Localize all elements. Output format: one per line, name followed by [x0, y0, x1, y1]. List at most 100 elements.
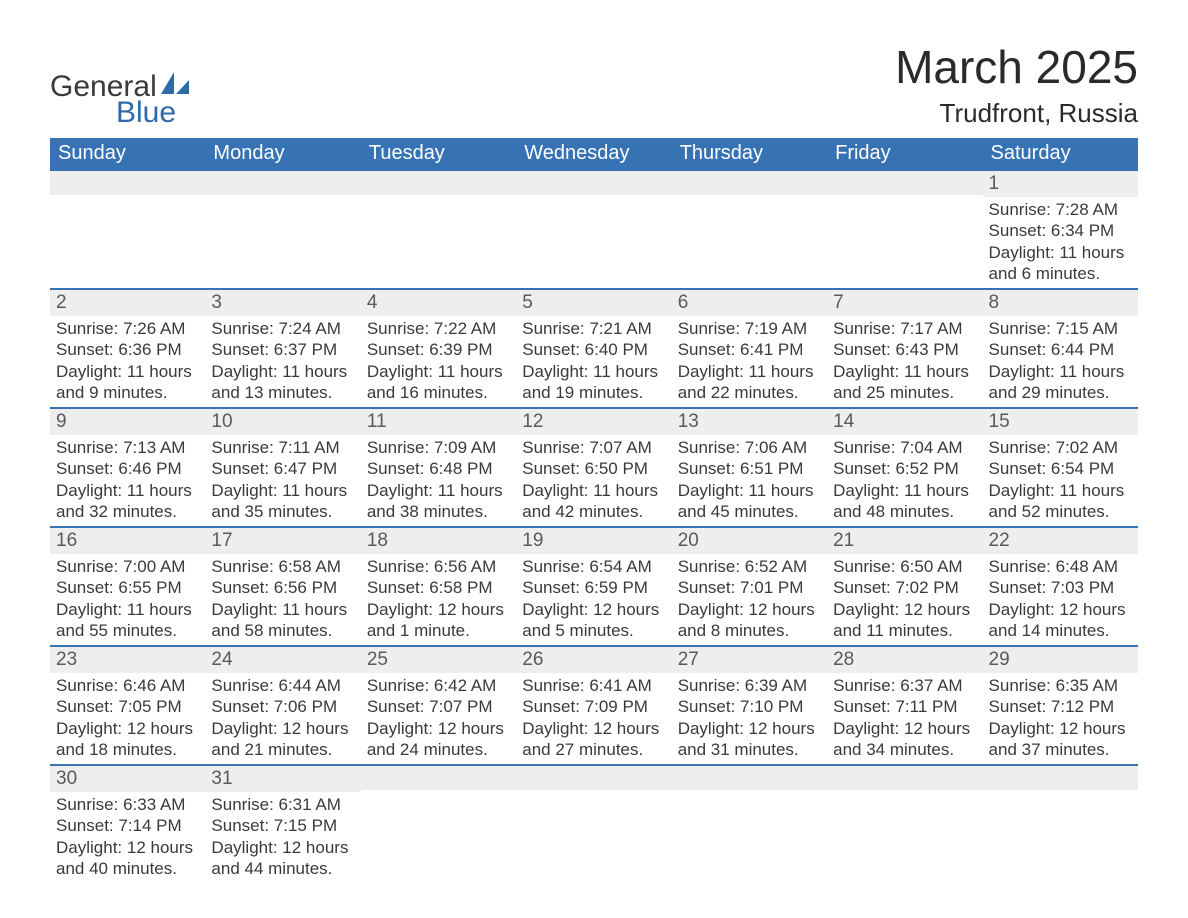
sunset-line: Sunset: 7:12 PM	[989, 696, 1132, 717]
sunset-line: Sunset: 6:52 PM	[833, 458, 976, 479]
day-cell	[827, 765, 982, 883]
day-number: 6	[672, 290, 827, 316]
sunrise-line: Sunrise: 6:56 AM	[367, 556, 510, 577]
day-number: 23	[50, 647, 205, 673]
daylight-line: and 35 minutes.	[211, 501, 354, 522]
daylight-line: and 25 minutes.	[833, 382, 976, 403]
day-body: Sunrise: 7:07 AMSunset: 6:50 PMDaylight:…	[516, 435, 671, 526]
col-thursday: Thursday	[672, 138, 827, 171]
day-cell: 18Sunrise: 6:56 AMSunset: 6:58 PMDayligh…	[361, 527, 516, 646]
day-cell: 20Sunrise: 6:52 AMSunset: 7:01 PMDayligh…	[672, 527, 827, 646]
daylight-line: Daylight: 11 hours	[522, 480, 665, 501]
day-number: 22	[983, 528, 1138, 554]
week-row: 2Sunrise: 7:26 AMSunset: 6:36 PMDaylight…	[50, 289, 1138, 408]
sunrise-line: Sunrise: 7:04 AM	[833, 437, 976, 458]
daylight-line: Daylight: 11 hours	[211, 599, 354, 620]
sunset-line: Sunset: 7:11 PM	[833, 696, 976, 717]
daylight-line: Daylight: 12 hours	[678, 599, 821, 620]
day-number: 20	[672, 528, 827, 554]
day-cell: 7Sunrise: 7:17 AMSunset: 6:43 PMDaylight…	[827, 289, 982, 408]
day-body: Sunrise: 6:46 AMSunset: 7:05 PMDaylight:…	[50, 673, 205, 764]
daylight-line: and 31 minutes.	[678, 739, 821, 760]
col-friday: Friday	[827, 138, 982, 171]
sunrise-line: Sunrise: 6:48 AM	[989, 556, 1132, 577]
day-number: 26	[516, 647, 671, 673]
daylight-line: and 32 minutes.	[56, 501, 199, 522]
sunrise-line: Sunrise: 6:41 AM	[522, 675, 665, 696]
daylight-line: Daylight: 12 hours	[211, 837, 354, 858]
daylight-line: and 5 minutes.	[522, 620, 665, 641]
col-saturday: Saturday	[983, 138, 1138, 171]
sunset-line: Sunset: 7:09 PM	[522, 696, 665, 717]
sunrise-line: Sunrise: 6:39 AM	[678, 675, 821, 696]
day-number	[672, 171, 827, 195]
daylight-line: Daylight: 11 hours	[833, 480, 976, 501]
sunset-line: Sunset: 6:47 PM	[211, 458, 354, 479]
day-body: Sunrise: 7:26 AMSunset: 6:36 PMDaylight:…	[50, 316, 205, 407]
daylight-line: Daylight: 11 hours	[833, 361, 976, 382]
day-body: Sunrise: 6:44 AMSunset: 7:06 PMDaylight:…	[205, 673, 360, 764]
day-body: Sunrise: 6:54 AMSunset: 6:59 PMDaylight:…	[516, 554, 671, 645]
day-number	[205, 171, 360, 195]
daylight-line: Daylight: 11 hours	[678, 480, 821, 501]
sunset-line: Sunset: 6:55 PM	[56, 577, 199, 598]
day-number	[50, 171, 205, 195]
sunset-line: Sunset: 6:43 PM	[833, 339, 976, 360]
sunrise-line: Sunrise: 7:19 AM	[678, 318, 821, 339]
day-cell	[361, 765, 516, 883]
daylight-line: Daylight: 11 hours	[522, 361, 665, 382]
day-number: 14	[827, 409, 982, 435]
day-cell	[516, 765, 671, 883]
day-number: 30	[50, 766, 205, 792]
day-number: 29	[983, 647, 1138, 673]
day-cell: 14Sunrise: 7:04 AMSunset: 6:52 PMDayligh…	[827, 408, 982, 527]
daylight-line: and 40 minutes.	[56, 858, 199, 879]
sunrise-line: Sunrise: 6:46 AM	[56, 675, 199, 696]
day-number: 8	[983, 290, 1138, 316]
day-cell: 16Sunrise: 7:00 AMSunset: 6:55 PMDayligh…	[50, 527, 205, 646]
daylight-line: Daylight: 11 hours	[367, 361, 510, 382]
day-body: Sunrise: 7:22 AMSunset: 6:39 PMDaylight:…	[361, 316, 516, 407]
location: Trudfront, Russia	[895, 98, 1138, 129]
daylight-line: Daylight: 12 hours	[989, 599, 1132, 620]
day-number: 11	[361, 409, 516, 435]
day-number: 4	[361, 290, 516, 316]
sunset-line: Sunset: 6:50 PM	[522, 458, 665, 479]
day-body: Sunrise: 6:37 AMSunset: 7:11 PMDaylight:…	[827, 673, 982, 764]
sunrise-line: Sunrise: 6:31 AM	[211, 794, 354, 815]
day-number: 24	[205, 647, 360, 673]
day-body: Sunrise: 7:02 AMSunset: 6:54 PMDaylight:…	[983, 435, 1138, 526]
day-cell: 8Sunrise: 7:15 AMSunset: 6:44 PMDaylight…	[983, 289, 1138, 408]
day-cell	[361, 171, 516, 289]
day-cell: 1Sunrise: 7:28 AMSunset: 6:34 PMDaylight…	[983, 171, 1138, 289]
day-number	[827, 171, 982, 195]
day-cell: 2Sunrise: 7:26 AMSunset: 6:36 PMDaylight…	[50, 289, 205, 408]
day-number: 7	[827, 290, 982, 316]
day-body	[983, 790, 1138, 868]
daylight-line: and 48 minutes.	[833, 501, 976, 522]
week-row: 1Sunrise: 7:28 AMSunset: 6:34 PMDaylight…	[50, 171, 1138, 289]
day-body	[827, 790, 982, 868]
sunset-line: Sunset: 6:39 PM	[367, 339, 510, 360]
sunset-line: Sunset: 6:54 PM	[989, 458, 1132, 479]
daylight-line: and 13 minutes.	[211, 382, 354, 403]
day-number: 1	[983, 171, 1138, 197]
day-cell: 30Sunrise: 6:33 AMSunset: 7:14 PMDayligh…	[50, 765, 205, 883]
sunset-line: Sunset: 6:44 PM	[989, 339, 1132, 360]
day-cell: 29Sunrise: 6:35 AMSunset: 7:12 PMDayligh…	[983, 646, 1138, 765]
sunrise-line: Sunrise: 7:28 AM	[989, 199, 1132, 220]
day-number: 10	[205, 409, 360, 435]
calendar-page: General Blue March 2025 Trudfront, Russi…	[0, 0, 1188, 883]
daylight-line: and 8 minutes.	[678, 620, 821, 641]
day-body: Sunrise: 7:06 AMSunset: 6:51 PMDaylight:…	[672, 435, 827, 526]
day-number: 5	[516, 290, 671, 316]
day-body: Sunrise: 6:39 AMSunset: 7:10 PMDaylight:…	[672, 673, 827, 764]
day-body: Sunrise: 6:58 AMSunset: 6:56 PMDaylight:…	[205, 554, 360, 645]
daylight-line: and 29 minutes.	[989, 382, 1132, 403]
daylight-line: Daylight: 11 hours	[56, 480, 199, 501]
week-row: 23Sunrise: 6:46 AMSunset: 7:05 PMDayligh…	[50, 646, 1138, 765]
day-cell: 13Sunrise: 7:06 AMSunset: 6:51 PMDayligh…	[672, 408, 827, 527]
daylight-line: Daylight: 12 hours	[522, 599, 665, 620]
day-body: Sunrise: 6:42 AMSunset: 7:07 PMDaylight:…	[361, 673, 516, 764]
day-body: Sunrise: 6:33 AMSunset: 7:14 PMDaylight:…	[50, 792, 205, 883]
